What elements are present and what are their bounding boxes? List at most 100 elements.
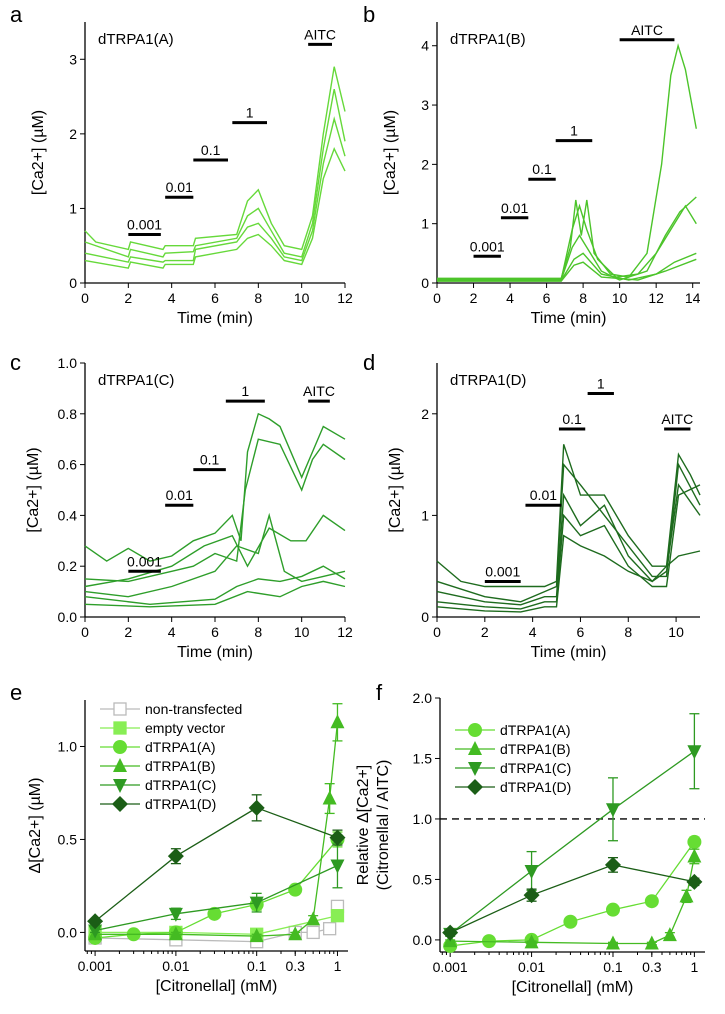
- x-tick-label: 0.001: [433, 959, 468, 975]
- x-tick-label: 0.3: [642, 959, 662, 975]
- panel-letter: d: [363, 350, 375, 375]
- calcium-trace: [437, 252, 697, 282]
- y-tick-label: 2: [421, 156, 429, 172]
- data-point: [330, 859, 345, 874]
- data-point: [330, 909, 345, 923]
- data-point: [605, 902, 620, 917]
- stimulus-label: 0.01: [501, 200, 528, 216]
- calcium-trace: [436, 534, 701, 613]
- x-tick-label: 0.3: [285, 958, 305, 974]
- panel-letter: c: [10, 350, 21, 375]
- x-tick-label: 4: [529, 624, 537, 640]
- x-tick-label: 8: [624, 624, 632, 640]
- x-tick-label: 2: [481, 624, 489, 640]
- y-tick-label: 0: [421, 275, 429, 291]
- data-point: [524, 934, 539, 949]
- data-point: [167, 848, 184, 865]
- stimulus-label: 1: [241, 383, 249, 399]
- legend-label: dTRPA1(A): [145, 739, 216, 755]
- x-axis-label: Time (min): [177, 310, 253, 327]
- data-point: [207, 906, 222, 921]
- stimulus-label: AITC: [661, 411, 693, 427]
- series-D: [442, 856, 703, 941]
- calcium-trace: [436, 484, 701, 610]
- stimulus-label: 0.01: [166, 179, 193, 195]
- x-tick-label: 10: [294, 624, 310, 640]
- panel-letter: b: [363, 2, 375, 27]
- stimulus-label: 1: [246, 105, 254, 121]
- data-point: [113, 740, 127, 754]
- x-tick-label: 0.01: [162, 958, 189, 974]
- series-B: [443, 848, 702, 950]
- data-point: [306, 911, 321, 926]
- x-axis-label: [Citronellal] (mM): [512, 979, 634, 996]
- x-tick-label: 6: [577, 624, 585, 640]
- x-axis-label: Time (min): [531, 644, 607, 661]
- calcium-trace: [84, 565, 346, 606]
- x-axis-label: Time (min): [531, 310, 607, 327]
- y-tick-label: 1.0: [58, 355, 78, 371]
- x-tick-label: 8: [254, 624, 262, 640]
- data-point: [468, 762, 482, 776]
- stimulus-label: 0.1: [562, 411, 582, 427]
- x-tick-label: 10: [612, 290, 628, 306]
- y-tick-label: 2: [69, 126, 77, 142]
- calcium-trace: [84, 580, 346, 608]
- y-tick-label: 1.0: [58, 738, 78, 754]
- panel-e: e 0.0 0.5 1.0 0.001 0.01 0.1 0.3 1 [Citronellal] …: [10, 680, 348, 995]
- series-C: [443, 713, 702, 942]
- x-tick-label: 14: [685, 290, 701, 306]
- calcium-trace: [84, 88, 346, 258]
- y-axis-label-2: (Citronellal / AITC): [375, 760, 392, 891]
- y-tick-label: 0: [69, 275, 77, 291]
- x-tick-label: 6: [543, 290, 551, 306]
- data-point: [644, 935, 659, 950]
- series-line: [94, 807, 338, 922]
- y-tick-label: 0.0: [413, 932, 433, 948]
- data-point: [113, 758, 127, 772]
- y-tick-label: 0.8: [58, 406, 78, 422]
- panel-title: dTRPA1(D): [450, 372, 526, 389]
- y-tick-label: 1: [421, 216, 429, 232]
- calcium-trace: [436, 444, 701, 588]
- calcium-trace: [84, 116, 346, 263]
- x-tick-label: 1: [334, 958, 342, 974]
- calcium-trace: [437, 196, 697, 281]
- panel-title: dTRPA1(A): [98, 31, 174, 48]
- stimulus-label: 0.001: [485, 563, 520, 579]
- data-point: [644, 894, 659, 909]
- series-C: [88, 842, 345, 939]
- calcium-trace: [84, 66, 346, 251]
- data-point: [687, 834, 702, 849]
- y-tick-label: 1.5: [413, 750, 433, 766]
- x-tick-label: 2: [470, 290, 478, 306]
- stimulus-label: AITC: [303, 383, 335, 399]
- x-tick-label: 8: [254, 290, 262, 306]
- data-point: [563, 914, 578, 929]
- x-tick-label: 2: [124, 290, 132, 306]
- legend: non-transfected empty vector dTRPA1(A) dTRP…: [100, 701, 242, 812]
- x-tick-label: 0: [81, 290, 89, 306]
- legend-label: dTRPA1(D): [500, 779, 571, 795]
- data-point: [329, 829, 346, 846]
- data-point: [168, 926, 183, 941]
- stimulus-label: 0.01: [530, 487, 557, 503]
- series-D: [87, 794, 346, 930]
- legend-label: dTRPA1(C): [500, 760, 571, 776]
- data-point: [686, 873, 703, 890]
- x-tick-label: 12: [337, 624, 353, 640]
- data-point: [249, 896, 264, 911]
- series-A: [88, 831, 345, 945]
- stimulus-label: 0.001: [127, 553, 162, 569]
- y-tick-label: 0.0: [58, 924, 78, 940]
- data-point: [468, 741, 482, 755]
- data-point: [112, 796, 128, 812]
- x-tick-label: 4: [168, 624, 176, 640]
- stimulus-label: 1: [570, 123, 578, 139]
- y-tick-label: 0.0: [58, 609, 78, 625]
- x-tick-label: 0.01: [518, 959, 545, 975]
- stimulus-label: 0.1: [201, 142, 221, 158]
- y-tick-label: 0.2: [58, 558, 78, 574]
- y-axis-label: [Ca2+] (µM): [382, 110, 399, 195]
- legend-label: empty vector: [145, 720, 225, 736]
